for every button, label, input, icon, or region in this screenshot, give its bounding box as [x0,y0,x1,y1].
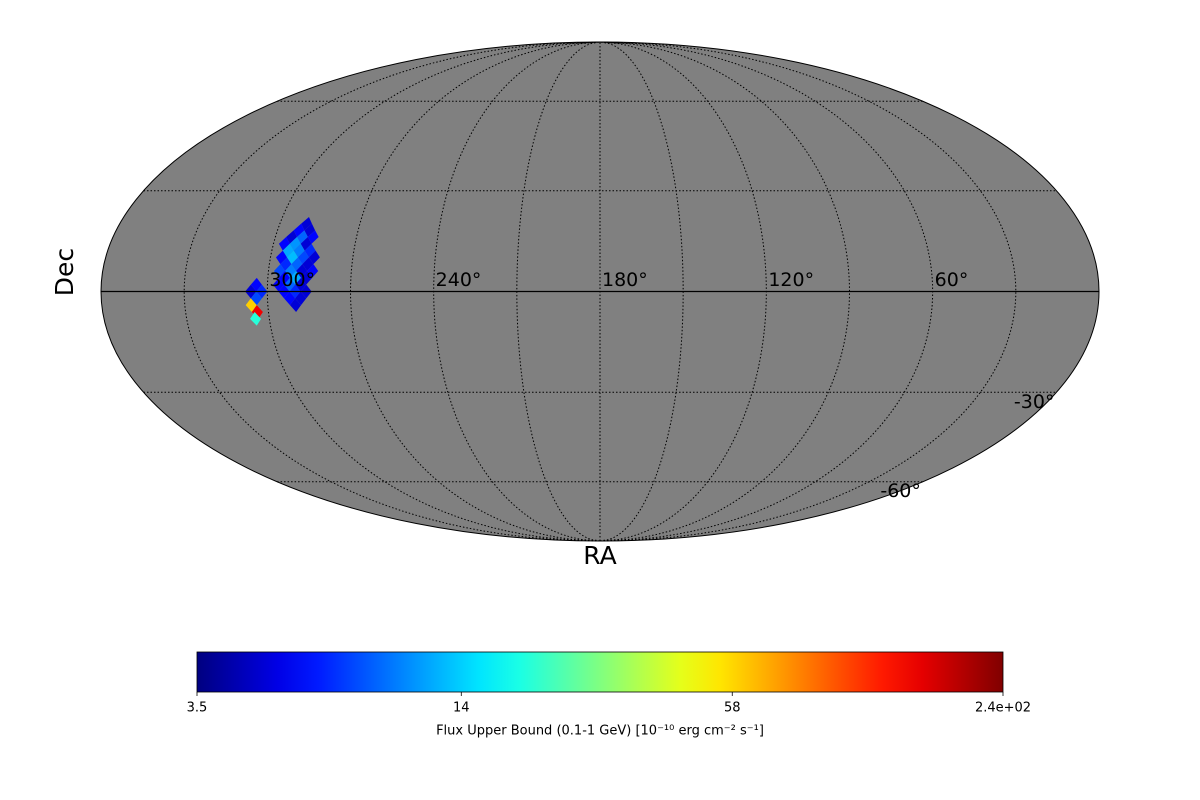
sky-pixel [308,250,320,265]
y-axis-label: Dec [50,248,79,296]
ra-tick-label: 240° [436,269,482,291]
sky-pixel [302,257,314,271]
sky-pixel [273,277,285,292]
sky-pixel [280,257,292,271]
sky-pixel [295,277,307,292]
sky-pixel [285,264,297,278]
ra-tick-label: 60° [935,269,969,291]
sky-boundary [100,41,1100,542]
colorbar-label: Flux Upper Bound (0.1-1 GeV) [10⁻¹⁰ erg … [436,724,764,739]
sky-pixel [293,223,305,238]
sky-pixel [250,277,262,292]
sky-pixel [296,230,308,244]
sky-pixel [289,237,301,251]
sky-pixel [286,230,297,244]
colorbar-tick-label: 14 [453,701,470,716]
sky-pixel [300,237,312,251]
sky-pixel [307,264,319,278]
sky-pixel [250,312,262,326]
sky-pixel [307,230,319,244]
sky-pixel [301,216,312,231]
sky-pixel [282,243,294,258]
ra-tick-label: 300° [269,269,315,291]
sky-pixel [245,298,257,313]
ra-tick-label: 120° [768,269,814,291]
sky-pixel [301,270,313,285]
sky-pixel [278,270,290,285]
x-axis-label: RA [583,541,616,570]
colorbar [196,651,1004,693]
sky-pixel [284,291,296,306]
sky-pixel [286,250,298,265]
sky-pixel [278,237,290,251]
sky-pixel [284,277,296,292]
sky-pixel [295,291,307,306]
sky-pixel [289,270,302,285]
sky-pixel [273,264,286,278]
sky-pixel [275,250,287,265]
sky-pixel [297,250,309,265]
colorbar-tick-label: 58 [724,701,741,716]
sky-pixel [304,223,316,238]
dec-tick-label: -60° [880,480,921,502]
sky-pixel [251,305,263,319]
colorbar-tick-label: 2.4e+02 [975,701,1031,716]
sky-pixel [250,291,262,306]
sky-pixel [293,243,305,258]
ra-tick-label: 180° [602,269,648,291]
sky-pixel [289,298,302,313]
sky-pixel [291,257,303,271]
sky-pixel [296,264,308,278]
dec-tick-label: -30° [1014,391,1055,413]
colorbar-tick-label: 3.5 [187,701,208,716]
sky-pixel [304,243,316,258]
